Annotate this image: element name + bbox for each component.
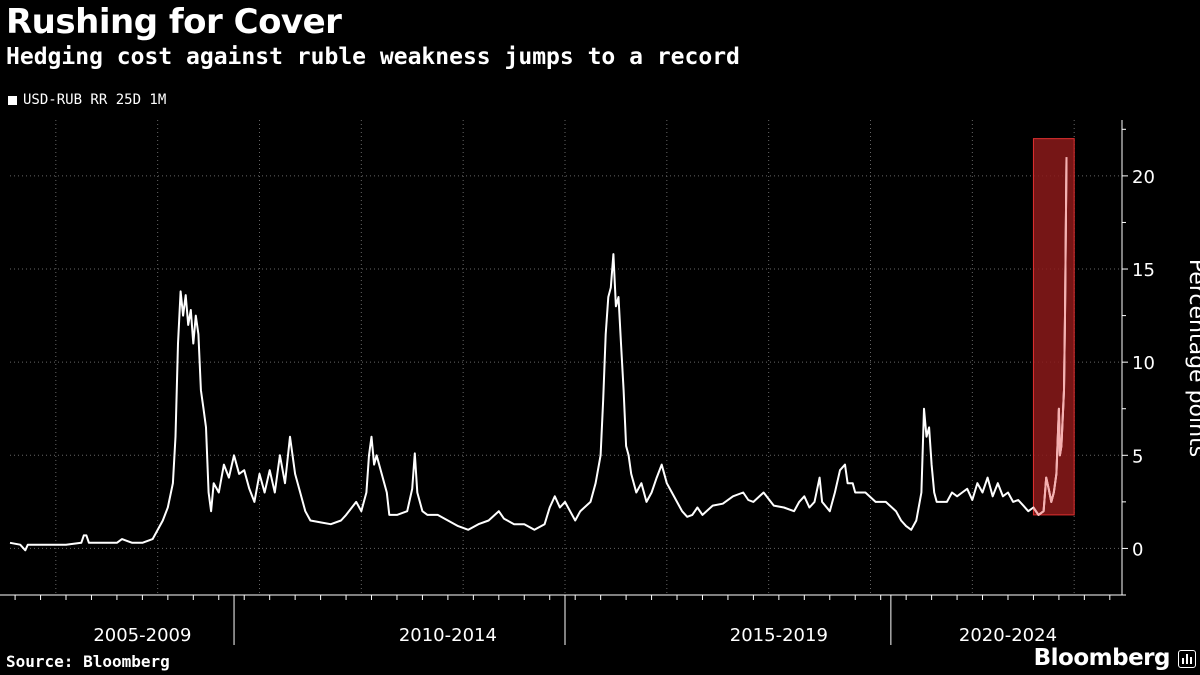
series-layer <box>9 157 1068 552</box>
chart-subtitle: Hedging cost against ruble weakness jump… <box>6 44 740 70</box>
bloomberg-chart-icon <box>1178 650 1196 668</box>
grid <box>10 120 1120 595</box>
bloomberg-logo: Bloomberg <box>1033 645 1171 671</box>
highlight-box <box>1032 138 1075 516</box>
x-tick-label: 2020-2024 <box>959 625 1057 646</box>
series-line-usd-rub <box>9 157 1068 552</box>
y-tick-label: 5 <box>1132 446 1143 467</box>
y-tick-label: 10 <box>1132 353 1155 374</box>
legend-swatch <box>8 95 17 105</box>
chart-title: Rushing for Cover <box>6 2 342 42</box>
y-tick-label: 15 <box>1132 260 1155 281</box>
x-tick-label: 2015-2019 <box>730 625 828 646</box>
x-tick-label: 2005-2009 <box>93 625 191 646</box>
axes: 2005-2009 2010-2014 2015-2019 2020-2024 0 5 10… <box>0 120 1155 646</box>
y-tick-label: 0 <box>1132 539 1143 560</box>
series-line-highlighted <box>1032 157 1068 516</box>
legend: USD-RUB RR 25D 1M <box>8 92 166 108</box>
source-note: Source: Bloomberg <box>6 652 170 671</box>
y-axis-label: Percentage points <box>1184 259 1200 457</box>
y-tick-label: 20 <box>1132 167 1155 188</box>
x-tick-label: 2010-2014 <box>399 625 497 646</box>
legend-label: USD-RUB RR 25D 1M <box>23 92 167 108</box>
